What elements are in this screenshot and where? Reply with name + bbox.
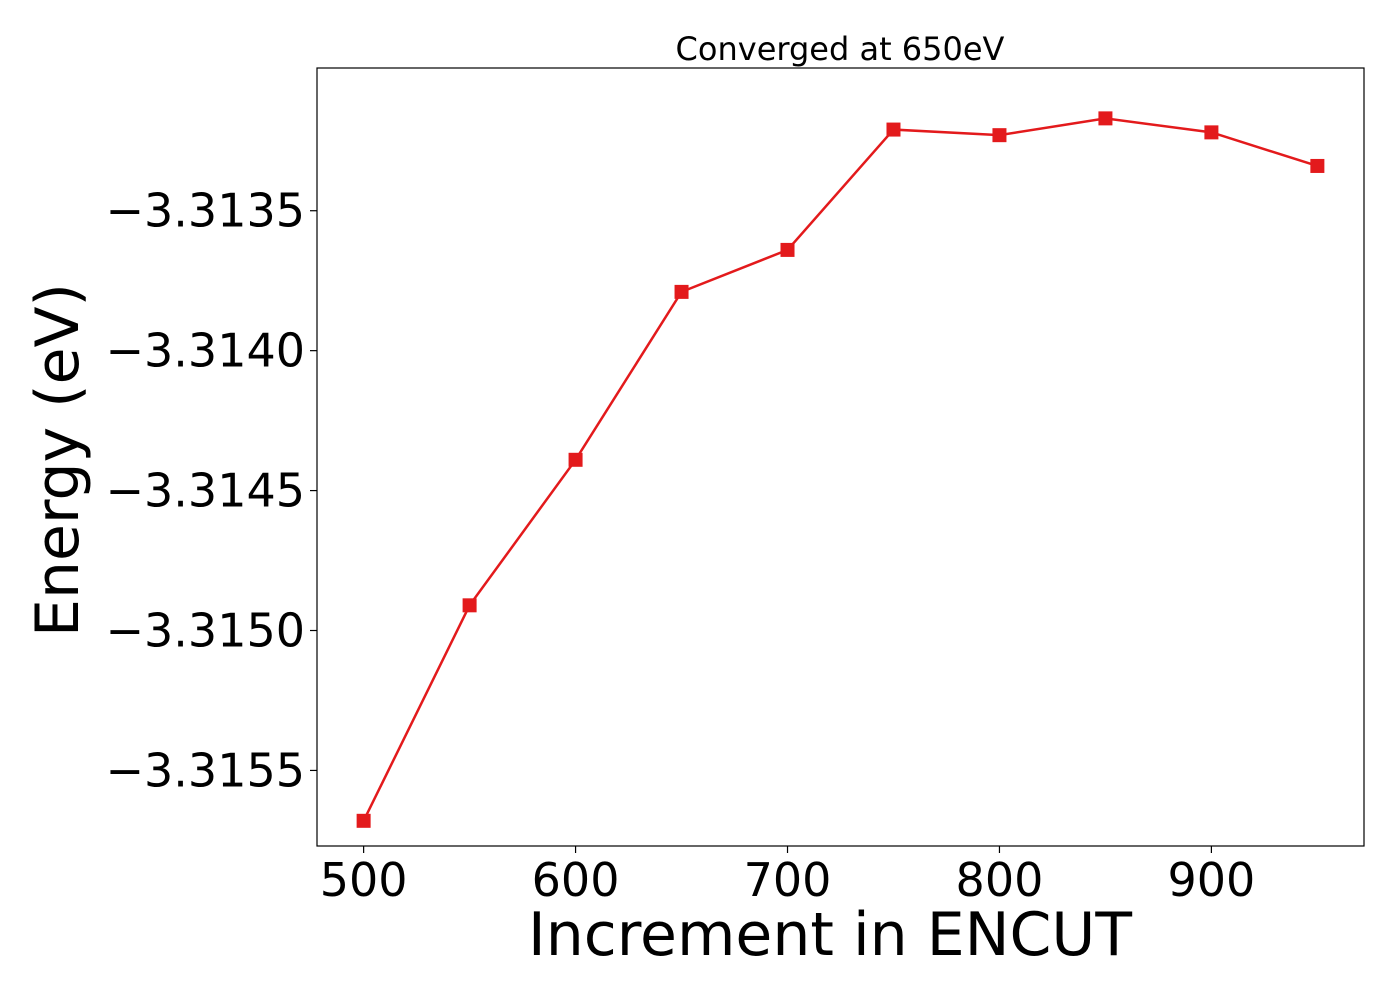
x-tick-label: 500 xyxy=(320,853,408,907)
y-tick-label: −3.3145 xyxy=(106,464,306,518)
x-axis-label: Increment in ENCUT xyxy=(528,900,1132,970)
y-tick-label: −3.3150 xyxy=(106,604,306,658)
x-tick-label: 700 xyxy=(744,853,832,907)
data-point-marker xyxy=(886,122,901,137)
y-tick-label: −3.3155 xyxy=(106,743,306,797)
data-point-marker xyxy=(568,452,583,467)
x-tick-label: 800 xyxy=(956,853,1044,907)
y-axis: −3.3135 −3.3140 −3.3145 −3.3150 −3.3155 xyxy=(106,184,317,797)
y-tick-label: −3.3135 xyxy=(106,184,306,238)
series-markers xyxy=(356,111,1325,828)
data-point-marker xyxy=(674,284,689,299)
plot-area xyxy=(316,67,1365,847)
chart-title: Converged at 650eV xyxy=(676,30,1005,68)
data-point-marker xyxy=(1310,158,1325,173)
data-point-marker xyxy=(992,128,1007,143)
series-line xyxy=(362,117,1318,822)
data-point-marker xyxy=(1098,111,1113,126)
data-point-marker xyxy=(462,598,477,613)
x-tick-label: 600 xyxy=(532,853,620,907)
data-point-marker xyxy=(1204,125,1219,140)
y-axis-label: Energy (eV) xyxy=(23,283,93,637)
y-tick-label: −3.3140 xyxy=(106,324,306,378)
x-axis: 500 600 700 800 900 xyxy=(320,846,1255,907)
x-tick-label: 900 xyxy=(1167,853,1255,907)
data-point-marker xyxy=(356,813,371,828)
data-point-marker xyxy=(780,242,795,257)
